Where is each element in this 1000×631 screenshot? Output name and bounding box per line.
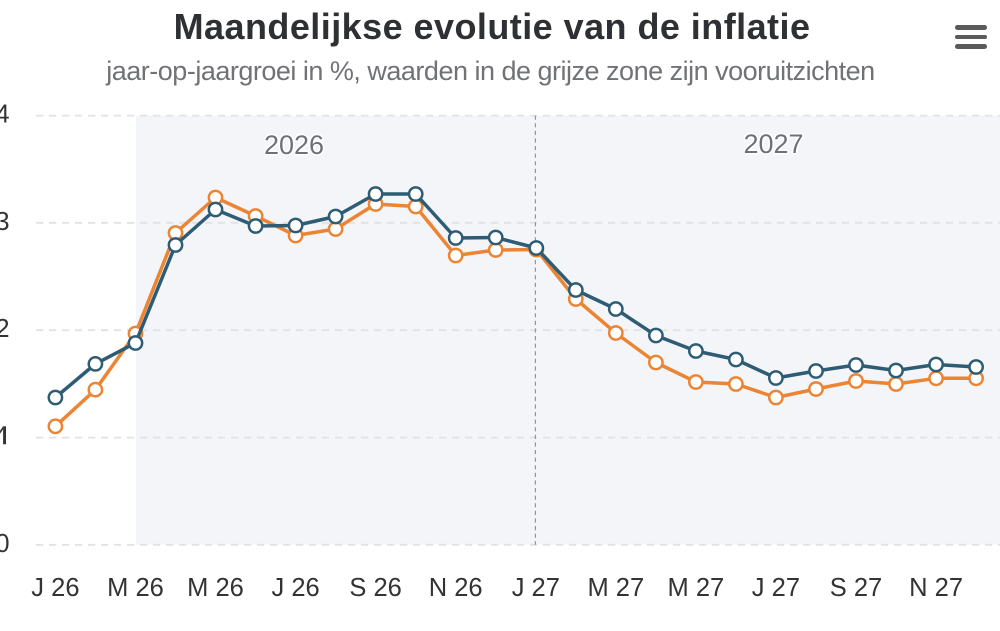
svg-text:2027: 2027	[743, 129, 803, 159]
svg-text:2026: 2026	[264, 130, 324, 160]
svg-text:M 27: M 27	[587, 574, 644, 602]
svg-text:J 27: J 27	[752, 574, 800, 602]
svg-text:S 27: S 27	[830, 574, 882, 602]
svg-text:M 27: M 27	[668, 574, 725, 602]
svg-text:M 26: M 26	[187, 574, 244, 602]
svg-text:M 26: M 26	[107, 574, 164, 602]
svg-text:N 26: N 26	[429, 574, 483, 602]
svg-text:J 27: J 27	[512, 574, 560, 602]
svg-text:2: 2	[0, 315, 10, 343]
svg-text:N 27: N 27	[909, 574, 963, 602]
svg-text:3: 3	[0, 208, 10, 236]
svg-text:4: 4	[0, 101, 10, 129]
svg-text:J 26: J 26	[31, 574, 79, 602]
svg-text:S 26: S 26	[349, 574, 401, 602]
svg-text:0: 0	[0, 530, 10, 558]
svg-text:J 26: J 26	[271, 574, 319, 602]
